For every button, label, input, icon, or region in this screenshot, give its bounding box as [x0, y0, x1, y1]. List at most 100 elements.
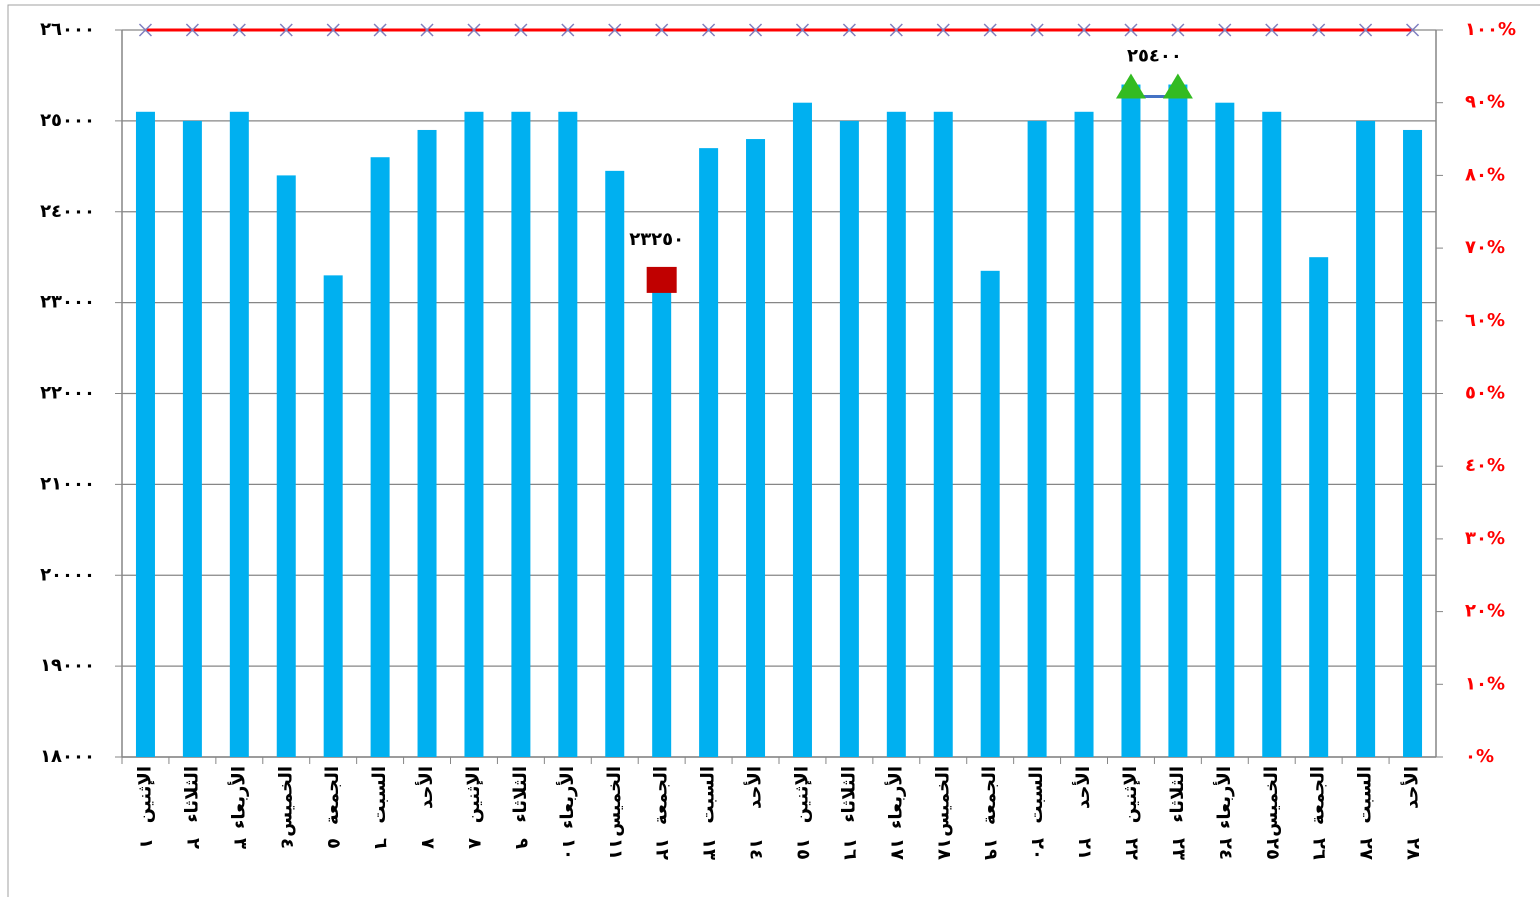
bar	[1027, 120, 1047, 757]
x-tick-number: ١٣	[699, 838, 720, 860]
y-tick-label: ٢٣٠٠٠	[40, 292, 95, 313]
bar	[1168, 84, 1188, 757]
y2-tick-label: ٤٠%	[1465, 455, 1505, 476]
x-marker	[1077, 23, 1091, 37]
x-tick-label: السبت	[698, 766, 719, 824]
bar	[652, 279, 672, 757]
y-tick-label: ٢٢٠٠٠	[40, 383, 95, 404]
bar	[1262, 111, 1282, 758]
y-tick-label: ٢٥٠٠٠	[40, 110, 95, 131]
y2-tick-label: ٦٠%	[1465, 310, 1505, 331]
x-tick-label: الجمعة	[979, 766, 1000, 825]
x-marker	[1406, 23, 1420, 37]
bar	[980, 270, 1000, 757]
x-tick-number: ٢	[182, 838, 203, 849]
x-marker	[889, 23, 903, 37]
x-tick-label: الإثنين	[134, 766, 155, 823]
bar	[1074, 111, 1094, 758]
x-marker	[561, 23, 575, 37]
bar	[1309, 257, 1329, 757]
bar	[276, 175, 296, 757]
x-marker	[232, 23, 246, 37]
x-marker	[749, 23, 763, 37]
x-marker	[842, 23, 856, 37]
x-marker	[1359, 23, 1373, 37]
x-marker	[655, 23, 669, 37]
x-tick-number: ١٩	[980, 838, 1001, 860]
x-marker	[467, 23, 481, 37]
y-tick-label: ٢٦٠٠٠	[40, 19, 95, 40]
bar	[699, 148, 719, 757]
x-marker	[795, 23, 809, 37]
x-tick-number: ١٨	[933, 838, 954, 860]
x-tick-number: ٢٣	[1168, 838, 1189, 860]
min-marker	[646, 266, 677, 293]
x-tick-number: ٢٨	[1403, 838, 1424, 860]
x-tick-number: ١٦	[839, 838, 860, 860]
x-marker	[514, 23, 528, 37]
x-tick-number: ٢٢	[1121, 838, 1142, 860]
bar	[1356, 120, 1376, 757]
bar	[792, 102, 812, 757]
x-tick-label: السبت	[1026, 766, 1047, 824]
bar	[182, 120, 202, 757]
x-tick-label: الخميس	[275, 766, 296, 837]
x-tick-number: ٧	[417, 838, 438, 849]
max-marker	[1115, 73, 1146, 99]
x-tick-number: ١٤	[746, 838, 767, 860]
x-marker	[185, 23, 199, 37]
x-tick-number: ٨	[464, 838, 485, 849]
x-tick-label: الأحد	[415, 766, 437, 809]
x-tick-label: الخميس	[932, 766, 953, 837]
x-marker	[1030, 23, 1044, 37]
x-tick-label: السبت	[369, 766, 390, 824]
x-tick-label: السبت	[1355, 766, 1376, 824]
x-marker	[138, 23, 152, 37]
bar	[511, 111, 531, 758]
x-tick-label: الجمعة	[322, 766, 343, 825]
x-tick-number: ٢٦	[1309, 838, 1330, 860]
x-marker	[420, 23, 434, 37]
bar	[605, 170, 625, 757]
bar	[746, 139, 766, 758]
x-tick-number: ٦	[370, 838, 391, 849]
x-tick-label: الخميس	[604, 766, 625, 837]
bar	[558, 111, 578, 758]
x-tick-number: ١٠	[558, 838, 579, 860]
x-tick-label: الأربعاء	[556, 766, 578, 829]
x-marker	[983, 23, 997, 37]
y2-tick-label: ٠%	[1465, 746, 1494, 767]
y2-tick-label: ٣٠%	[1465, 528, 1505, 549]
x-tick-label: الأربعاء	[1213, 766, 1235, 829]
x-marker	[936, 23, 950, 37]
x-marker	[1171, 23, 1185, 37]
chart-border	[7, 4, 1540, 897]
x-tick-label: الأحد	[1401, 766, 1423, 809]
x-tick-label: الجمعة	[1308, 766, 1329, 825]
y2-tick-label: ٧٠%	[1465, 237, 1505, 258]
bar	[886, 111, 906, 758]
x-tick-label: الإثنين	[791, 766, 812, 823]
x-tick-number: ٢١	[1074, 838, 1095, 860]
x-tick-label: الجمعة	[651, 766, 672, 825]
x-tick-label: الإثنين	[463, 766, 484, 823]
min-label: ٢٣٢٥٠	[629, 229, 684, 250]
bar	[933, 111, 953, 758]
max-label: ٢٥٤٠٠	[1127, 46, 1182, 67]
y-tick-label: ١٩٠٠٠	[40, 655, 95, 676]
x-tick-number: ١٧	[886, 838, 907, 860]
x-tick-number: ٢٤	[1215, 838, 1236, 860]
bar	[1215, 102, 1235, 757]
max-marker	[1162, 73, 1193, 99]
x-tick-number: ٢٥	[1262, 838, 1283, 860]
x-tick-label: الخميس	[1261, 766, 1282, 837]
y2-tick-label: ٥٠%	[1465, 383, 1505, 404]
y2-tick-label: ٢٠%	[1465, 601, 1505, 622]
x-tick-number: ٣	[229, 838, 250, 849]
x-marker	[1312, 23, 1326, 37]
bar	[135, 111, 155, 758]
bar	[323, 275, 343, 757]
y2-tick-label: ١٠٠%	[1465, 19, 1516, 40]
x-marker	[608, 23, 622, 37]
